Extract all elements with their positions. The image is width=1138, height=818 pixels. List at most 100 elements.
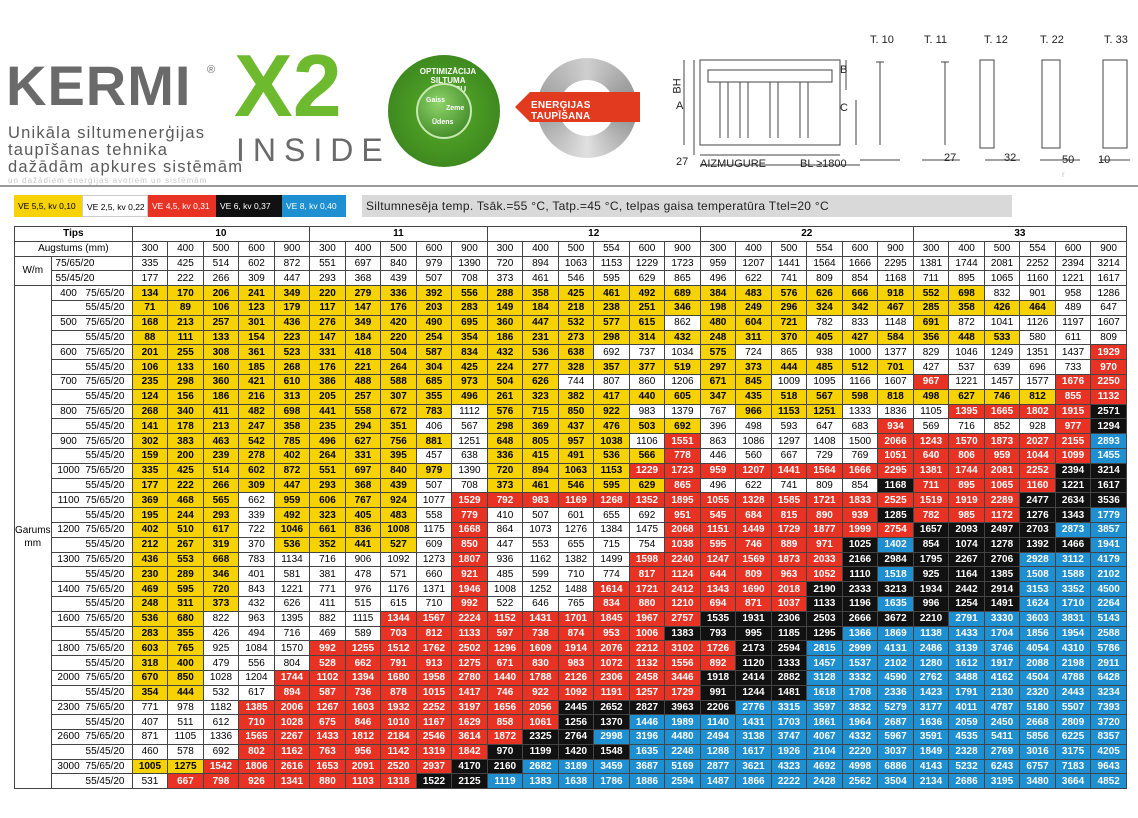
table-cell: 1729: [664, 684, 701, 701]
table-cell: 2571: [1090, 403, 1127, 420]
table-cell: 809: [806, 270, 843, 287]
table-cell: 485: [806, 359, 843, 375]
height-header: 500: [557, 240, 595, 257]
table-cell: 2757: [664, 610, 701, 627]
table-cell: 239: [202, 447, 240, 464]
height-header: 554: [1019, 240, 1056, 257]
table-cell: 779: [451, 507, 488, 523]
length-value: 400: [60, 287, 77, 299]
table-cell: 3672: [877, 610, 914, 627]
table-cell: 1500: [841, 433, 879, 449]
table-cell: 285: [912, 299, 950, 316]
table-cell: 588: [380, 373, 417, 390]
table-cell: 4852: [1090, 773, 1127, 790]
table-cell: 1617: [1090, 270, 1127, 287]
length-value: [52, 301, 85, 314]
table-cell: 2295: [877, 255, 914, 272]
table-cell: 469: [309, 625, 346, 642]
table-cell: 1522: [415, 773, 453, 790]
table-cell: 551: [309, 255, 346, 272]
table-cell: 716: [948, 418, 985, 435]
table-cell: 2594: [770, 640, 808, 657]
table-cell: 1257: [628, 684, 666, 701]
table-cell: 2220: [841, 743, 879, 760]
table-cell: 483: [380, 507, 417, 523]
table-cell: 1431: [522, 610, 559, 627]
table-cell: 683: [841, 418, 879, 435]
table-cell: 1437: [1054, 344, 1092, 361]
flow-temp-text: 55/45/20: [85, 539, 125, 551]
table-cell: 804: [273, 655, 311, 671]
table-cell: 1629: [451, 714, 488, 731]
table-cell: 832: [983, 285, 1021, 301]
table-cell: 774: [593, 566, 630, 583]
table-cell: 2027: [1019, 433, 1056, 449]
height-header: 500: [770, 240, 808, 257]
length-value: [52, 657, 85, 670]
table-cell: 5232: [948, 758, 985, 775]
table-cell: 822: [202, 610, 240, 627]
table-cell: 1519: [912, 492, 950, 509]
table-cell: 1535: [699, 610, 737, 627]
table-cell: 836: [344, 521, 382, 538]
flow-temp-text: 55/45/20: [85, 361, 125, 373]
table-cell: 2652: [593, 699, 630, 716]
height-header: 600: [841, 240, 879, 257]
table-cell: 710: [557, 566, 595, 583]
table-cell: 1423: [912, 684, 950, 701]
table-cell: 1708: [841, 684, 879, 701]
table-cell: 2791: [948, 610, 985, 627]
table-cell: 1964: [841, 714, 879, 731]
table-cell: 298: [486, 418, 524, 435]
table-cell: 1744: [948, 462, 985, 479]
flow-temp-label: 55/45/20: [50, 743, 133, 760]
table-cell: 1175: [415, 521, 453, 538]
length-value: [52, 745, 85, 758]
table-cell: 716: [273, 625, 311, 642]
table-cell: 1119: [486, 773, 524, 790]
table-cell: 1869: [877, 625, 914, 642]
table-cell: 1565: [238, 729, 275, 745]
flow-temp-label: 1000 75/65/20: [50, 462, 133, 479]
table-cell: 858: [486, 714, 524, 731]
table-cell: 3195: [983, 773, 1021, 790]
table-cell: 177: [131, 270, 169, 287]
table-cell: 595: [699, 536, 737, 553]
table-cell: 283: [451, 299, 488, 316]
table-cell: 1915: [1054, 403, 1092, 420]
table-cell: 149: [486, 299, 524, 316]
table-cell: 489: [1054, 299, 1092, 316]
dim-bh: BH: [671, 78, 684, 94]
table-cell: 2130: [983, 684, 1021, 701]
table-cell: 1015: [415, 684, 453, 701]
table-cell: 1051: [877, 447, 914, 464]
table-cell: 478: [344, 566, 382, 583]
table-cell: 1636: [912, 714, 950, 731]
table-cell: 2206: [699, 699, 737, 716]
flow-temp-text: 75/65/20: [85, 346, 125, 358]
table-cell: 4535: [948, 729, 985, 745]
table-cell: 767: [699, 403, 737, 420]
table-cell: 536: [522, 344, 559, 361]
flow-temp-label: 400 75/65/20: [50, 285, 133, 301]
table-cell: 3597: [806, 699, 843, 716]
table-cell: 872: [948, 314, 985, 331]
table-cell: 415: [522, 447, 559, 464]
table-cell: 1395: [273, 610, 311, 627]
table-cell: 802: [238, 743, 275, 760]
table-cell: 255: [167, 344, 204, 361]
table-cell: 1402: [877, 536, 914, 553]
table-cell: 3128: [806, 669, 843, 686]
table-cell: 377: [628, 359, 666, 375]
table-cell: 5507: [1054, 699, 1092, 716]
table-cell: 266: [202, 477, 240, 494]
depth-27: 27: [944, 152, 957, 164]
table-cell: 536: [593, 447, 630, 464]
table-cell: 1206: [664, 373, 701, 390]
table-cell: 264: [309, 447, 346, 464]
table-cell: 2104: [806, 743, 843, 760]
table-cell: 871: [131, 729, 169, 745]
table-cell: 3177: [912, 699, 950, 716]
length-value: 800: [60, 405, 77, 417]
table-cell: 5143: [1090, 610, 1127, 627]
